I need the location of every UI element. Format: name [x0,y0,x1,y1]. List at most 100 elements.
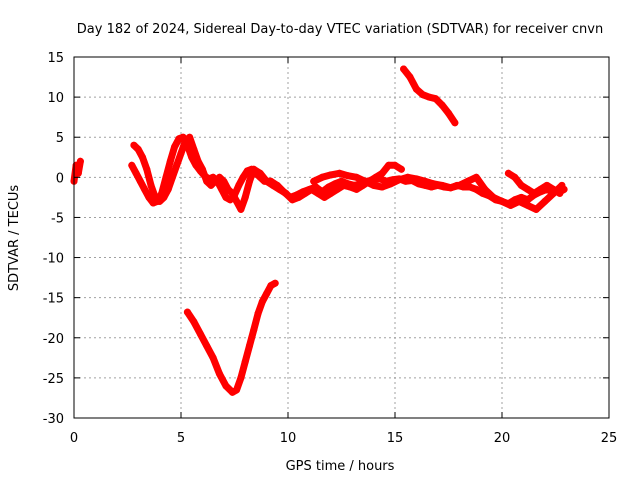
data-point [194,157,202,165]
data-point [308,185,315,193]
data-point [333,185,341,193]
data-point [378,183,386,191]
data-point [404,173,412,181]
data-point [295,193,303,201]
data-point [246,177,253,185]
x-tick-label: 15 [387,431,404,446]
data-point [198,165,206,173]
data-point [344,172,352,180]
data-point [438,181,446,189]
y-tick-label: 15 [47,51,64,66]
data-point [543,181,551,189]
data-point [466,183,474,191]
data-point [372,173,380,181]
data-point [314,189,322,197]
data-point [136,177,144,185]
data-point [438,101,446,109]
data-point [168,173,176,181]
data-point [325,183,333,191]
data-point [406,73,414,81]
y-tick-label: 5 [56,131,64,146]
data-point [256,169,264,177]
data-point [340,181,348,189]
data-point [395,176,403,184]
data-point [327,189,335,197]
data-point [237,374,245,382]
data-point [76,157,84,165]
data-point [425,93,433,101]
data-point [464,177,472,185]
data-point [558,181,566,189]
data-point [190,318,198,326]
data-point [517,181,525,189]
x-tick-label: 25 [601,431,618,446]
data-point [511,173,519,181]
data-point [498,197,506,205]
data-point [412,175,420,183]
y-tick-label: 10 [47,91,64,106]
data-point [186,133,194,141]
data-point [196,330,204,338]
data-point [318,173,326,181]
data-point [430,180,437,188]
data-point [233,197,241,205]
data-point [74,169,82,177]
data-point [162,173,170,181]
y-tick-label: 0 [56,171,64,186]
data-point [524,185,532,193]
data-point [310,177,318,185]
data-point [455,181,463,189]
data-point [246,342,253,350]
data-point [353,173,360,181]
data-point [128,161,136,169]
data-point [241,358,249,366]
data-point [530,189,538,197]
data-point [141,185,149,193]
data-point [504,169,512,177]
data-point [549,185,557,193]
data-point [183,308,191,316]
data-point [361,177,369,185]
data-point [171,143,179,151]
data-point [481,185,489,193]
x-tick-label: 20 [494,431,511,446]
data-point [346,183,354,191]
y-tick-label: -10 [43,252,64,267]
data-point [147,181,155,189]
data-point [209,354,217,362]
data-point [282,189,290,197]
plot-frame [73,56,610,419]
data-point [447,184,455,192]
data-point [288,196,296,204]
data-point [421,177,429,185]
data-point [541,197,549,205]
series-layer [70,65,568,396]
data-point [233,386,241,394]
data-point [258,298,266,306]
data-point [353,185,360,193]
data-point [400,65,408,73]
y-tick-label: -25 [43,372,64,387]
data-point [235,181,243,189]
data-point [134,145,142,153]
data-point [160,193,168,201]
data-point [275,185,283,193]
tick-layer: 0 5 10 15 20 25 -30 -25 -20 -15 -10 -5 0 5 10 15 [43,51,618,446]
data-point [254,310,262,318]
x-tick-label: 0 [70,431,78,446]
data-point [166,157,174,165]
data-point [164,185,172,193]
x-tick-label: 10 [280,431,297,446]
data-point [250,326,258,334]
data-point [472,173,480,181]
data-point [173,161,181,169]
data-point [335,169,343,177]
data-point [378,169,386,177]
data-point [139,153,146,161]
data-point [537,185,544,193]
data-point [445,109,452,117]
data-point [269,181,277,189]
data-point [145,193,153,201]
data-point [397,165,405,173]
